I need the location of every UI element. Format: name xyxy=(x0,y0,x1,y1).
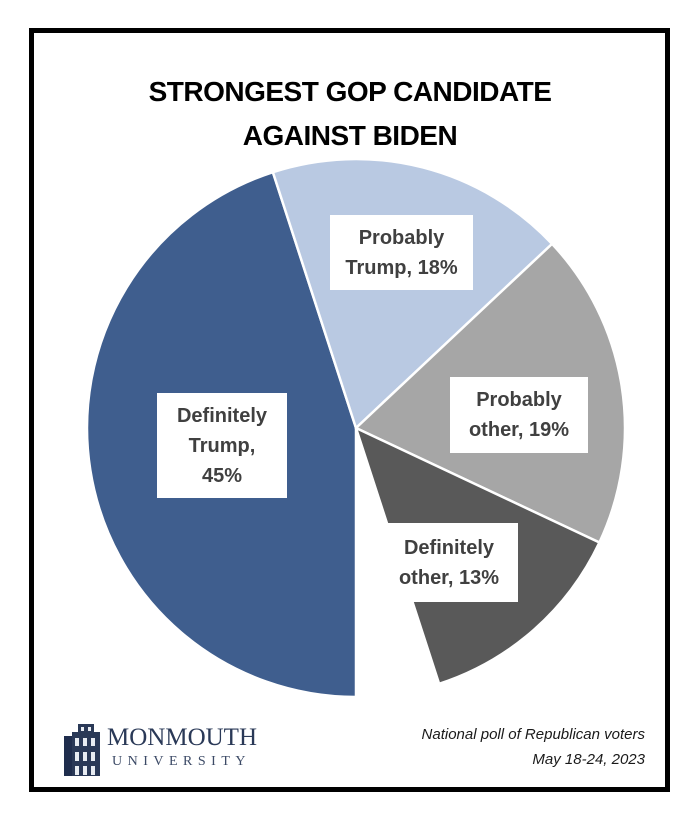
data-label-line: Trump, xyxy=(188,434,256,457)
source-note: National poll of Republican voters May 1… xyxy=(422,722,645,772)
monmouth-university-logo: MONMOUTH UNIVERSITY xyxy=(62,720,282,780)
data-label-definitely-trump: Definitely Trump, 45% xyxy=(157,393,287,498)
chart-title-line-2: AGAINST BIDEN xyxy=(242,120,458,151)
data-label-line: Definitely xyxy=(176,404,268,427)
data-label-line: other, 19% xyxy=(468,419,570,441)
chart-title-line-1: STRONGEST GOP CANDIDATE xyxy=(148,76,552,107)
building-icon xyxy=(64,724,100,776)
source-note-line-1: National poll of Republican voters xyxy=(421,726,645,743)
data-label-line: other, 13% xyxy=(398,566,500,589)
logo-subtitle: UNIVERSITY xyxy=(112,754,251,769)
source-note-line-2: May 18-24, 2023 xyxy=(532,751,645,768)
data-label-probably-trump: Probably Trump, 18% xyxy=(330,215,473,290)
logo-wordmark: MONMOUTH xyxy=(107,724,257,751)
chart-title: STRONGEST GOP CANDIDATE AGAINST BIDEN xyxy=(0,70,700,158)
data-label-definitely-other: Definitely other, 13% xyxy=(380,523,518,602)
data-label-line: 45% xyxy=(201,464,243,487)
data-label-line: Trump, 18% xyxy=(345,256,458,279)
data-label-line: Probably xyxy=(358,226,445,249)
data-label-line: Definitely xyxy=(403,536,495,559)
data-label-line: Probably xyxy=(476,389,562,411)
data-label-probably-other: Probably other, 19% xyxy=(450,377,588,453)
